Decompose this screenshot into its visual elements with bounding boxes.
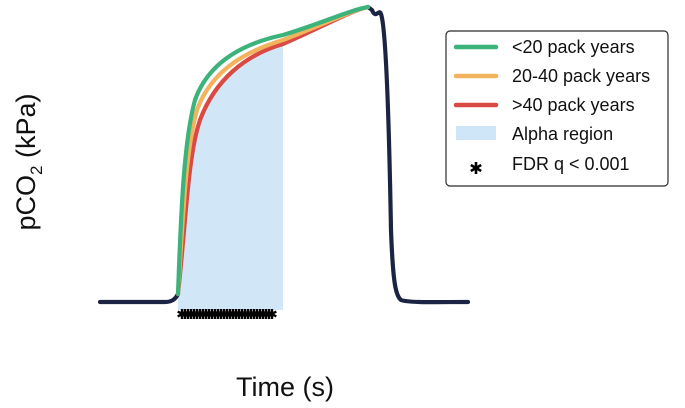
legend-swatch-alpha-region bbox=[456, 126, 496, 140]
legend-frame bbox=[445, 30, 669, 187]
significance-markers bbox=[177, 309, 277, 319]
legend-label-20-40-pack-years: 20-40 pack years bbox=[512, 66, 650, 86]
legend-label-under-20-pack-years: <20 pack years bbox=[512, 37, 635, 57]
legend: <20 pack years 20-40 pack years >40 pack… bbox=[445, 30, 669, 187]
common-waveform-line bbox=[97, 4, 471, 305]
legend-asterisk-icon bbox=[470, 162, 482, 174]
series-line-under-20-pack-years bbox=[175, 4, 371, 297]
y-axis-label-subscript: 2 bbox=[27, 166, 46, 175]
y-axis-label: pCO2 (kPa) bbox=[11, 93, 46, 230]
plot-area bbox=[97, 4, 471, 319]
alpha-region bbox=[178, 44, 283, 310]
legend-label-alpha-region: Alpha region bbox=[512, 124, 613, 144]
x-axis-label: Time (s) bbox=[236, 372, 334, 402]
legend-label-fdr: FDR q < 0.001 bbox=[512, 154, 630, 174]
legend-label-over-40-pack-years: >40 pack years bbox=[512, 95, 635, 115]
significance-asterisk bbox=[267, 309, 277, 319]
